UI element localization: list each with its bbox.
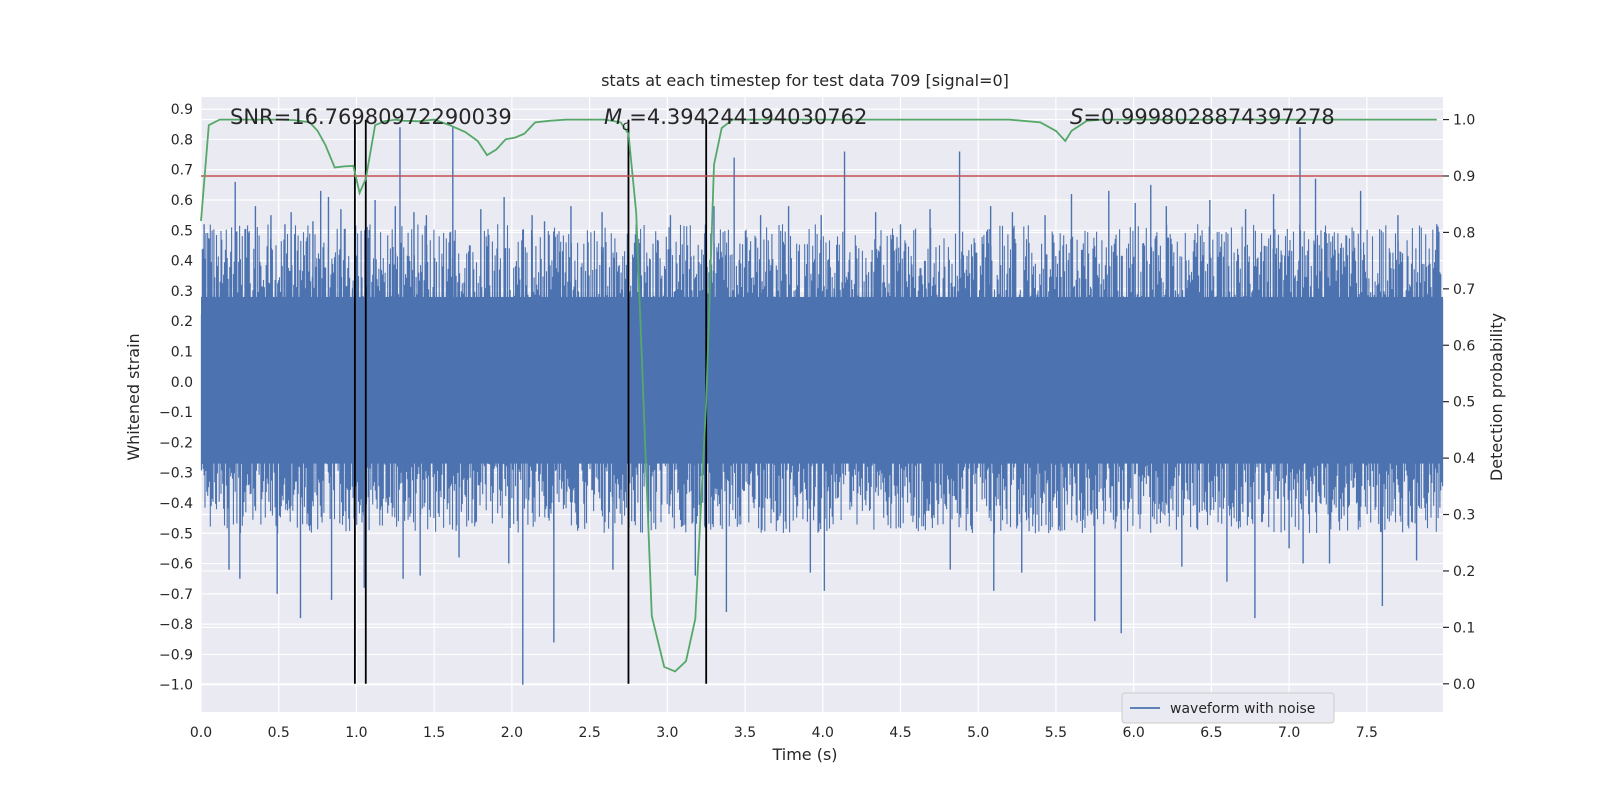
waveform-series [200, 127, 1444, 685]
y2-tick-label: 0.9 [1453, 169, 1475, 185]
y2-axis-ticks: 1.0 0.9 0.8 0.7 0.6 0.5 0.4 0.3 0.2 0.1 0.0 [1443, 113, 1475, 693]
y-tick-label: 0.8 [171, 132, 193, 148]
y2-tick-label: 0.5 [1453, 395, 1475, 411]
x-tick-label: 7.0 [1278, 725, 1300, 741]
legend: waveform with noise [1121, 692, 1335, 724]
x-axis-ticks: 0.0 0.5 1.0 1.5 2.0 2.5 3.0 3.5 4.0 4.5 5.0 5.5 6.0 6… [190, 725, 1378, 741]
detection-probability-line [200, 118, 1437, 673]
snr-annotation: SNR=16.76980972290039 [230, 105, 512, 129]
y-axis-label: Whitened strain [124, 333, 143, 460]
y2-tick-label: 0.8 [1453, 225, 1475, 241]
x-tick-label: 2.5 [578, 725, 600, 741]
chirp-mass-subscript: c [622, 119, 629, 134]
y-tick-label: 0.1 [171, 344, 193, 360]
legend-label: waveform with noise [1170, 701, 1315, 717]
y-tick-label: 0.6 [171, 193, 193, 209]
y-tick-label: −0.9 [159, 647, 193, 663]
x-tick-label: 7.5 [1356, 725, 1378, 741]
y2-tick-label: 0.4 [1453, 451, 1475, 467]
chirp-mass-symbol: M [604, 105, 622, 129]
x-tick-label: 1.5 [423, 725, 445, 741]
y-tick-label: −0.7 [159, 587, 193, 603]
y-tick-label: −0.8 [159, 617, 193, 633]
y-tick-label: 0.9 [171, 102, 193, 118]
x-tick-label: 5.5 [1045, 725, 1067, 741]
x-tick-label: 0.5 [268, 725, 290, 741]
y2-tick-label: 0.6 [1453, 338, 1475, 354]
x-tick-label: 3.5 [734, 725, 756, 741]
chirp-mass-value: =4.394244194030762 [629, 105, 867, 129]
y-tick-label: −0.1 [159, 405, 193, 421]
x-tick-label: 4.0 [812, 725, 834, 741]
y-tick-label: −0.2 [159, 435, 193, 451]
x-tick-label: 2.0 [501, 725, 523, 741]
x-tick-label: 6.0 [1123, 725, 1145, 741]
x-tick-label: 1.0 [345, 725, 367, 741]
y-tick-label: 0.0 [171, 375, 193, 391]
y-tick-label: 0.4 [171, 254, 193, 270]
x-tick-label: 5.0 [967, 725, 989, 741]
y-tick-label: −1.0 [159, 678, 193, 694]
x-tick-label: 0.0 [190, 725, 212, 741]
y2-tick-label: 1.0 [1453, 113, 1475, 129]
y2-tick-label: 0.3 [1453, 508, 1475, 524]
chirp-mass-annotation: Mc=4.394244194030762 [604, 105, 867, 134]
legend-box [1121, 692, 1335, 724]
y-tick-label: 0.2 [171, 314, 193, 330]
y-tick-label: −0.4 [159, 496, 193, 512]
x-tick-label: 3.0 [656, 725, 678, 741]
y2-axis-label: Detection probability [1487, 313, 1506, 481]
chart-title: stats at each timestep for test data 709… [601, 71, 1009, 90]
y-tick-label: −0.6 [159, 557, 193, 573]
x-tick-label: 4.5 [889, 725, 911, 741]
y-tick-label: 0.7 [171, 163, 193, 179]
s-annotation: S=0.9998028874397278 [1070, 105, 1335, 129]
x-axis-label: Time (s) [771, 745, 837, 764]
y2-tick-label: 0.7 [1453, 282, 1475, 298]
y2-tick-label: 0.2 [1453, 564, 1475, 580]
s-symbol: S [1070, 105, 1083, 129]
x-tick-label: 6.5 [1200, 725, 1222, 741]
s-value: =0.9998028874397278 [1083, 105, 1334, 129]
y2-tick-label: 0.1 [1453, 620, 1475, 636]
y-tick-label: −0.5 [159, 526, 193, 542]
y-tick-label: 0.3 [171, 284, 193, 300]
y-tick-label: 0.5 [171, 223, 193, 239]
y-axis-ticks: 0.9 0.8 0.7 0.6 0.5 0.4 0.3 0.2 0.1 0.0 −0.1 −0.2 −0… [159, 102, 193, 694]
y2-tick-label: 0.0 [1453, 677, 1475, 693]
y-tick-label: −0.3 [159, 466, 193, 482]
